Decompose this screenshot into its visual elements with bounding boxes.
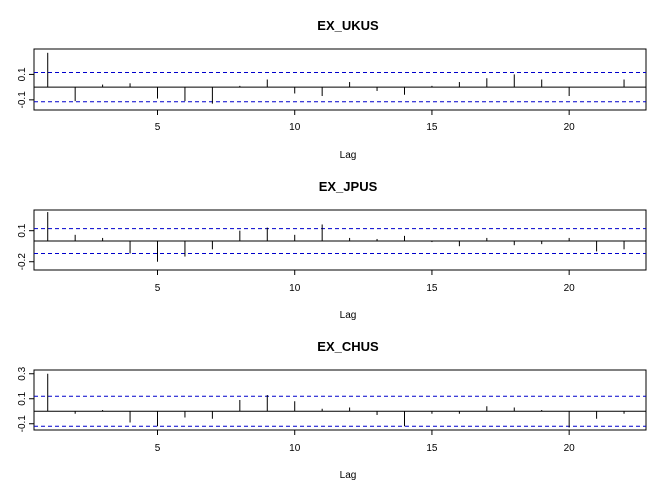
- acf-panel-1: EX_UKUS 5 10 15 20 -0.1 0.1 Lag: [17, 18, 647, 161]
- x-tick-label: 20: [564, 283, 576, 294]
- x-tick-label: 15: [426, 283, 438, 294]
- acf-panel-2: EX_JPUS 5 10 15 20 -0.2 0.1 Lag: [17, 179, 647, 321]
- plot-frame: [33, 48, 647, 111]
- x-tick-label: 10: [289, 122, 301, 133]
- x-axis-label: Lag: [340, 310, 357, 321]
- chart-title: EX_CHUS: [317, 339, 379, 354]
- x-tick-label: 15: [426, 443, 438, 454]
- y-tick-label: -0.2: [17, 253, 28, 271]
- x-tick-label: 5: [155, 283, 161, 294]
- x-tick-label: 20: [564, 443, 576, 454]
- acf-panel-3: EX_CHUS 5 10 15 20 -0.1 0.1 0.3 Lag: [17, 339, 647, 480]
- y-tick-label: 0.1: [17, 223, 28, 237]
- chart-title: EX_UKUS: [317, 18, 379, 33]
- y-tick-label: -0.1: [17, 415, 28, 433]
- chart-title: EX_JPUS: [319, 179, 378, 194]
- y-tick-label: 0.3: [17, 366, 28, 380]
- x-axis-label: Lag: [340, 470, 357, 480]
- x-axis-label: Lag: [340, 150, 357, 161]
- x-tick-label: 10: [289, 443, 301, 454]
- x-tick-label: 5: [155, 122, 161, 133]
- plot-frame: [33, 209, 647, 271]
- y-tick-label: 0.1: [17, 67, 28, 81]
- y-tick-label: -0.1: [17, 91, 28, 109]
- y-tick-label: 0.1: [17, 391, 28, 405]
- x-tick-label: 20: [564, 122, 576, 133]
- x-tick-label: 5: [155, 443, 161, 454]
- x-tick-label: 15: [426, 122, 438, 133]
- plot-frame: [33, 369, 647, 431]
- x-tick-label: 10: [289, 283, 301, 294]
